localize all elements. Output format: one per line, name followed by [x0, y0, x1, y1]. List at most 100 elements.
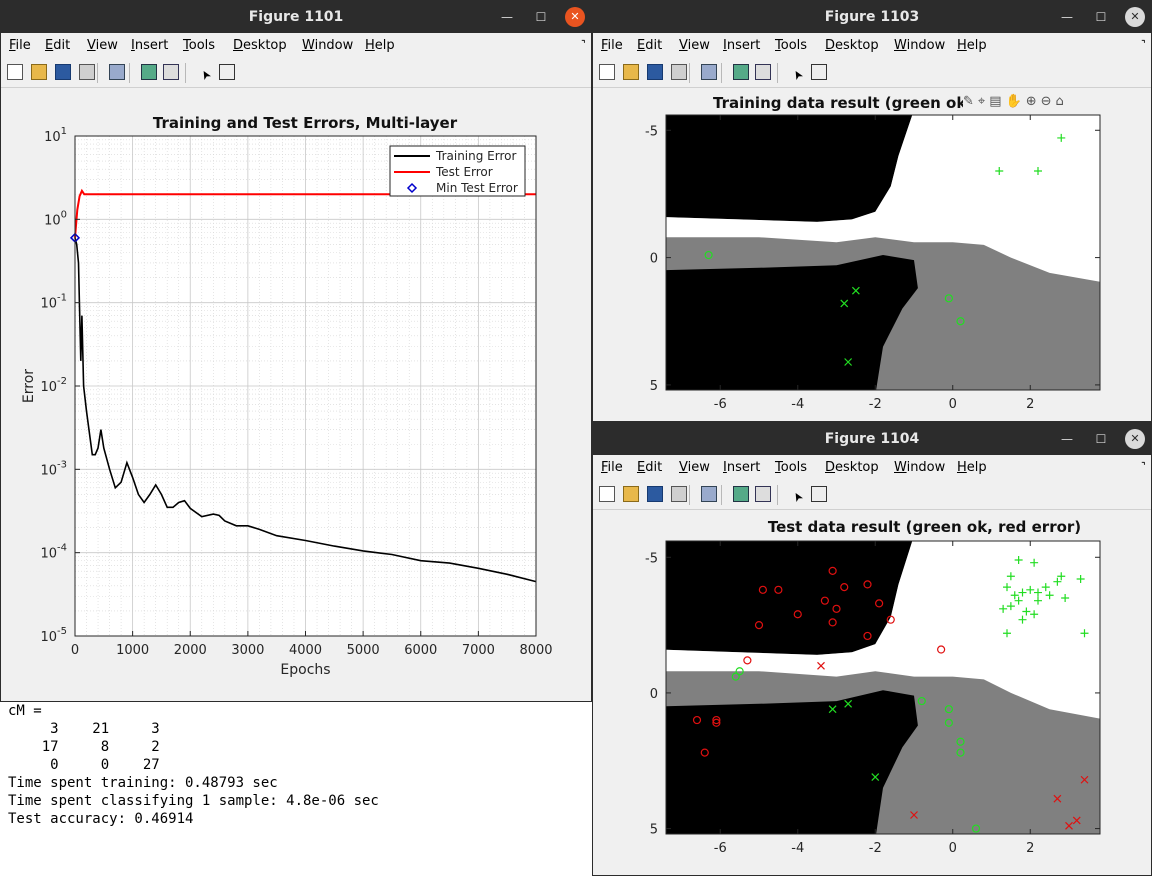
open-folder-icon[interactable] [623, 64, 639, 80]
menu-window[interactable]: Window [302, 38, 354, 53]
data-cursor-icon[interactable]: ▤ [989, 94, 1002, 109]
circle-marker [820, 596, 829, 605]
menu-file[interactable]: File [601, 460, 623, 475]
menu-edit[interactable]: Edit [45, 38, 71, 53]
pan-icon[interactable]: ✋ [1005, 94, 1022, 109]
menu-tools[interactable]: Tools [183, 38, 216, 53]
menu-desktop[interactable]: Desktop [233, 38, 287, 53]
print-icon[interactable] [671, 486, 687, 502]
menu-view[interactable]: View [87, 38, 118, 53]
toolbar-expand-icon[interactable]: ⌃ [573, 36, 588, 51]
menu-window[interactable]: Window [894, 38, 946, 53]
menu-view[interactable]: View [679, 460, 710, 475]
toolbar-expand-icon[interactable]: ⌃ [1133, 458, 1148, 473]
title-bar[interactable]: Figure 1104 — ☐ ✕ [593, 423, 1151, 455]
menu-view[interactable]: View [679, 38, 710, 53]
property-inspector-icon[interactable] [811, 486, 827, 502]
legend-icon[interactable] [163, 64, 179, 80]
property-inspector-icon[interactable] [219, 64, 235, 80]
plus-marker [1041, 583, 1050, 592]
brush-icon[interactable]: ✎ [963, 94, 974, 109]
menu-help[interactable]: Help [957, 460, 987, 475]
title-bar[interactable]: Figure 1101 — ☐ ✕ [1, 1, 591, 33]
pointer-icon[interactable]: ➤ [789, 489, 807, 505]
menu-insert[interactable]: Insert [723, 38, 761, 53]
plot-area[interactable]: -6 -4 -2 0 2 -5 0 5 [593, 532, 1152, 872]
menu-tools[interactable]: Tools [775, 38, 808, 53]
toolbar: ➤ [1, 59, 591, 88]
y-tick-label: 5 [650, 823, 658, 838]
circle-marker [754, 621, 764, 630]
pointer-icon[interactable]: ➤ [197, 67, 215, 83]
figure-1101-window[interactable]: Figure 1101 — ☐ ✕ File Edit View Insert Tool… [0, 0, 592, 702]
pointer-icon[interactable]: ➤ [789, 67, 807, 83]
new-file-icon[interactable] [599, 64, 615, 80]
print-icon[interactable] [79, 64, 95, 80]
colorbar-icon[interactable] [141, 64, 157, 80]
x-tick-label: -4 [791, 397, 804, 412]
new-file-icon[interactable] [599, 486, 615, 502]
y-tick-label: 0 [650, 687, 658, 702]
link-plot-icon[interactable] [701, 64, 717, 80]
home-icon[interactable]: ⌂ [1055, 94, 1064, 109]
link-plot-icon[interactable] [109, 64, 125, 80]
plot-area[interactable]: 0 1000 2000 3000 4000 5000 6000 7000 8000 10-5 10-… [1, 88, 593, 688]
minimize-button[interactable]: — [501, 10, 513, 24]
plus-marker [1014, 596, 1023, 605]
plus-marker [1026, 585, 1035, 594]
x-marker [851, 286, 860, 295]
toolbar-expand-icon[interactable]: ⌃ [1133, 36, 1148, 51]
menu-edit[interactable]: Edit [637, 38, 663, 53]
zoom-in-icon[interactable]: ⊕ [1025, 94, 1037, 109]
open-folder-icon[interactable] [623, 486, 639, 502]
menu-help[interactable]: Help [365, 38, 395, 53]
menu-tools[interactable]: Tools [775, 460, 808, 475]
save-icon[interactable] [647, 64, 663, 80]
x-tick-label: 2 [1026, 397, 1034, 412]
save-icon[interactable] [647, 486, 663, 502]
chart-title: Training and Test Errors, Multi-layer [152, 114, 458, 132]
legend-icon[interactable] [755, 64, 771, 80]
title-bar[interactable]: Figure 1103 — ☐ ✕ [593, 1, 1151, 33]
colorbar-icon[interactable] [733, 64, 749, 80]
menu-desktop[interactable]: Desktop [825, 38, 879, 53]
save-icon[interactable] [55, 64, 71, 80]
minimize-button[interactable]: — [1061, 10, 1073, 24]
menu-help[interactable]: Help [957, 38, 987, 53]
menu-file[interactable]: File [9, 38, 31, 53]
minimize-button[interactable]: — [1061, 432, 1073, 446]
new-file-icon[interactable] [7, 64, 23, 80]
menu-insert[interactable]: Insert [131, 38, 169, 53]
legend-icon[interactable] [755, 486, 771, 502]
property-inspector-icon[interactable] [811, 64, 827, 80]
menu-insert[interactable]: Insert [723, 460, 761, 475]
plot-area[interactable]: -6 -4 -2 0 2 -5 0 5 [593, 108, 1152, 428]
y-tick-label: 0 [650, 252, 658, 267]
toolbar-separator [97, 63, 98, 83]
plot-title: Test data result (green ok, red error) [767, 518, 1082, 536]
menu-edit[interactable]: Edit [637, 460, 663, 475]
menu-file[interactable]: File [601, 38, 623, 53]
menu-window[interactable]: Window [894, 460, 946, 475]
region-black-bottom [666, 690, 918, 834]
close-button[interactable]: ✕ [1125, 7, 1145, 27]
colorbar-icon[interactable] [733, 486, 749, 502]
close-button[interactable]: ✕ [1125, 429, 1145, 449]
open-folder-icon[interactable] [31, 64, 47, 80]
print-icon[interactable] [671, 64, 687, 80]
legend-label: Min Test Error [436, 181, 518, 195]
close-button[interactable]: ✕ [565, 7, 585, 27]
zoom-out-icon[interactable]: ⊖ [1040, 94, 1052, 109]
datatip-icon[interactable]: ⌖ [977, 94, 986, 109]
figure-1103-window[interactable]: Figure 1103 — ☐ ✕ File Edit View Insert Tool… [592, 0, 1152, 422]
link-plot-icon[interactable] [701, 486, 717, 502]
toolbar-separator [689, 63, 690, 83]
circle-marker [875, 599, 884, 608]
maximize-button[interactable]: ☐ [1095, 432, 1107, 446]
menu-desktop[interactable]: Desktop [825, 460, 879, 475]
figure-1104-window[interactable]: Figure 1104 — ☐ ✕ File Edit View Insert Tool… [592, 422, 1152, 876]
legend-label: Test Error [435, 165, 493, 179]
maximize-button[interactable]: ☐ [535, 10, 547, 24]
maximize-button[interactable]: ☐ [1095, 10, 1107, 24]
